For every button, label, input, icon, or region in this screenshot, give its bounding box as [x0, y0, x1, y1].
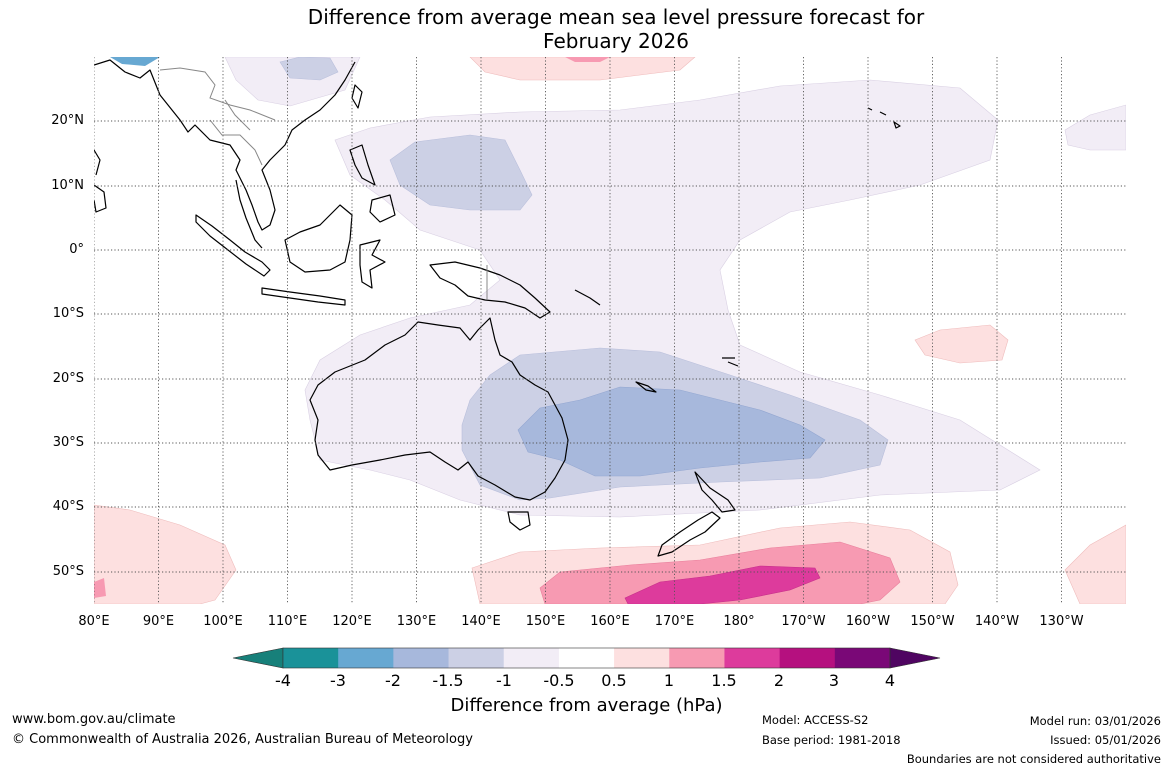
copyright-text: © Commonwealth of Australia 2026, Austra…	[12, 732, 473, 747]
colorbar-swatch	[669, 648, 725, 668]
colorbar-swatch	[558, 648, 615, 668]
mindanao-coast	[369, 194, 396, 223]
sri-lanka-coast	[94, 184, 107, 213]
lon-label: 120°E	[332, 614, 372, 629]
lat-label: 30°S	[52, 435, 84, 450]
anomaly-region-positive-1	[565, 57, 610, 62]
graticule	[94, 57, 1126, 604]
colorbar	[232, 647, 941, 669]
anomaly-region-positive-0-5	[469, 57, 696, 81]
lon-label: 160°W	[845, 614, 891, 629]
anomaly-region-negative-2	[110, 57, 160, 66]
lon-label: 160°E	[590, 614, 630, 629]
lon-label: 150°W	[910, 614, 955, 629]
taiwan-coast	[351, 84, 363, 109]
colorbar-frame	[282, 647, 891, 669]
colorbar-tick-label: -1.5	[432, 671, 464, 690]
map-title-line2: February 2026	[543, 29, 689, 53]
australia-coast	[309, 317, 569, 501]
map-title-line1: Difference from average mean sea level p…	[307, 5, 925, 29]
lon-label: 140°W	[974, 614, 1020, 629]
lon-label: 170°E	[654, 614, 695, 629]
malay-peninsula-coast	[235, 179, 263, 249]
anomaly-region-negative-0-5	[1064, 104, 1126, 151]
colorbar-tick-label: 3	[828, 671, 840, 690]
colorbar-swatch	[338, 648, 394, 668]
base-period: Base period: 1981-2018	[762, 733, 901, 747]
political-boundaries	[159, 67, 488, 300]
website-link[interactable]: www.bom.gov.au/climate	[12, 712, 176, 727]
lat-label: 40°S	[52, 499, 84, 514]
lon-label: 140°E	[461, 614, 501, 629]
lat-label: 10°S	[52, 306, 84, 321]
lon-label: 130°W	[1039, 614, 1084, 629]
colorbar-swatch	[779, 648, 836, 668]
lon-label: 80°E	[78, 614, 110, 629]
lat-label: 20°S	[52, 371, 84, 386]
model-name: Model: ACCESS-S2	[762, 713, 869, 727]
coastlines	[94, 59, 901, 557]
colorbar-tick-label: 1	[663, 671, 675, 690]
philippines-coast	[349, 144, 376, 186]
asia-mainland-coast	[94, 59, 356, 231]
colorbar-title: Difference from average (hPa)	[450, 695, 723, 716]
colorbar-tick-label: 4	[884, 671, 896, 690]
colorbar-extend-high	[889, 647, 941, 669]
anomaly-region-negative-1	[389, 134, 533, 211]
anomaly-region-negative-1-5	[517, 386, 826, 477]
colorbar-swatch	[503, 648, 560, 668]
colorbar-tick-label: -4	[275, 671, 291, 690]
colorbar-extend-low	[232, 647, 284, 669]
sulawesi-coast	[359, 239, 386, 289]
new-zealand-north-island-coast	[694, 471, 736, 513]
boundaries-disclaimer: Boundaries are not considered authoritat…	[906, 752, 1161, 766]
colorbar-swatch	[724, 648, 781, 668]
new-caledonia-coast	[635, 381, 657, 393]
colorbar-tick-label: 2	[773, 671, 785, 690]
lon-label: 110°E	[267, 614, 308, 629]
lat-label: 10°N	[51, 178, 84, 193]
lon-label: 150°E	[525, 614, 566, 629]
india-tip-coast	[94, 149, 101, 176]
new-zealand-south-island-coast	[657, 511, 721, 557]
anomaly-region-positive-0-5	[1064, 524, 1126, 604]
colorbar-tick-label: 1.5	[711, 671, 737, 690]
colorbar-swatch	[614, 648, 670, 668]
colorbar-tick-label: -1	[496, 671, 512, 690]
colorbar-swatch	[834, 648, 891, 668]
colorbar-tick-label: 0.5	[601, 671, 627, 690]
colorbar-tick-label: -0.5	[543, 671, 575, 690]
anomaly-region-positive-1	[539, 541, 901, 604]
lon-label: 130°E	[396, 614, 437, 629]
borneo-coast	[284, 204, 353, 273]
colorbar-tick-label: -3	[330, 671, 346, 690]
lon-label: 100°E	[203, 614, 243, 629]
issued-date: Issued: 05/01/2026	[1050, 733, 1161, 747]
map-title: Difference from average mean sea level p…	[0, 5, 1173, 53]
model-run-date: Model run: 03/01/2026	[1029, 714, 1161, 728]
fiji-coast	[722, 357, 739, 367]
lon-label: 90°E	[142, 614, 175, 629]
java-coast	[261, 287, 346, 306]
anomaly-region-positive-0-5	[94, 504, 237, 604]
anomaly-region-negative-1	[279, 57, 339, 81]
lon-label: 170°W	[781, 614, 826, 629]
tasmania-coast	[507, 511, 531, 531]
hawaii-coast	[867, 107, 901, 129]
colorbar-swatch	[393, 648, 450, 668]
anomaly-region-positive-1	[94, 578, 106, 598]
anomaly-region-positive-1-5	[624, 565, 821, 604]
lat-label: 50°S	[52, 564, 84, 579]
colorbar-tick-label: -2	[385, 671, 401, 690]
solomon-islands-coast	[574, 289, 601, 306]
lat-label: 0°	[69, 242, 84, 257]
anomaly-region-positive-0-5	[914, 324, 1009, 364]
sumatra-coast	[195, 214, 271, 277]
colorbar-swatch	[448, 648, 505, 668]
colorbar-swatch	[283, 648, 339, 668]
lat-label: 20°N	[51, 113, 84, 128]
lon-label: 180°	[723, 614, 755, 629]
